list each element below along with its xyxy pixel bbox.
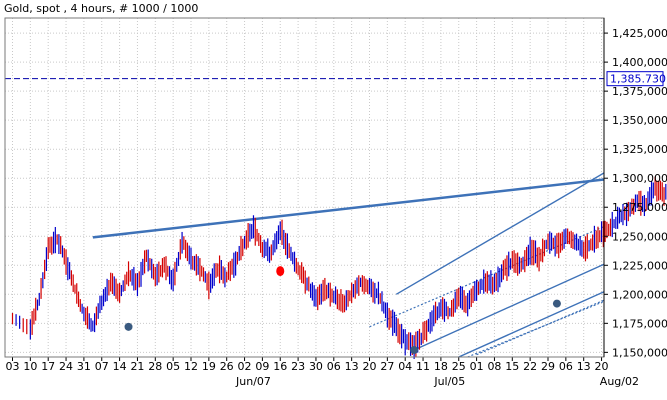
x-tick-label: 01 [470,360,484,373]
y-tick-label: 1,275,000 [612,201,667,214]
chart-title: Gold, spot , 4 hours, # 1000 / 1000 [4,2,198,15]
y-tick-label: 1,425,000 [612,27,667,40]
x-tick-label: 17 [41,360,55,373]
x-month-label: Jul/05 [433,375,465,388]
channel-line [458,290,604,357]
y-tick-label: 1,350,000 [612,114,667,127]
last-price-tag [606,71,664,87]
highlight-dot [276,266,285,277]
x-tick-label: 20 [363,360,377,373]
y-tick-label: 1,225,000 [612,259,667,272]
x-tick-label: 08 [487,360,501,373]
x-month-label: Aug/02 [600,375,639,388]
x-tick-label: 13 [345,360,359,373]
y-tick-label: 1,375,000 [612,85,667,98]
y-tick-label: 1,400,000 [612,56,667,69]
x-tick-label: 05 [166,360,180,373]
x-tick-label: 06 [559,360,573,373]
x-tick-label: 02 [238,360,252,373]
x-tick-label: 15 [505,360,519,373]
x-tick-label: 20 [595,360,609,373]
x-tick-label: 25 [452,360,466,373]
x-tick-label: 19 [202,360,216,373]
y-tick-label: 1,175,000 [612,317,667,330]
x-tick-label: 29 [541,360,555,373]
x-tick-label: 24 [59,360,73,373]
x-tick-label: 14 [113,360,127,373]
x-month-label: Jun/07 [235,375,271,388]
x-tick-label: 07 [95,360,109,373]
x-tick-label: 06 [327,360,341,373]
last-price-label: 1,385.730 [610,73,666,86]
x-tick-label: 10 [23,360,37,373]
x-tick-label: 27 [380,360,394,373]
x-tick-label: 16 [273,360,287,373]
x-tick-label: 28 [148,360,162,373]
marker-dot [410,346,419,355]
channel-line [395,172,604,295]
markers-layer [124,266,561,355]
axis-layer: 03 10 17 24 31 07 14 21 28 05 12 19 26 02 09 16 23 30 06 13… [6,27,667,388]
support-trendline [92,178,604,239]
marker-dot [124,322,133,331]
x-tick-label: 18 [434,360,448,373]
y-tick-label: 1,250,000 [612,230,667,243]
x-tick-label: 30 [309,360,323,373]
price-bars-layer [11,176,667,359]
x-tick-label: 12 [184,360,198,373]
x-tick-label: 13 [577,360,591,373]
y-tick-label: 1,200,000 [612,288,667,301]
x-tick-label: 21 [130,360,144,373]
channel-line [413,263,604,351]
marker-dot [552,299,561,308]
x-tick-label: 09 [255,360,269,373]
x-tick-label: 03 [6,360,20,373]
y-tick-label: 1,300,000 [612,172,667,185]
x-tick-label: 26 [220,360,234,373]
x-tick-label: 23 [291,360,305,373]
x-tick-label: 04 [398,360,412,373]
x-tick-label: 11 [416,360,430,373]
y-tick-label: 1,150,000 [612,346,667,359]
x-tick-label: 31 [77,360,91,373]
y-tick-label: 1,325,000 [612,143,667,156]
x-tick-label: 22 [523,360,537,373]
